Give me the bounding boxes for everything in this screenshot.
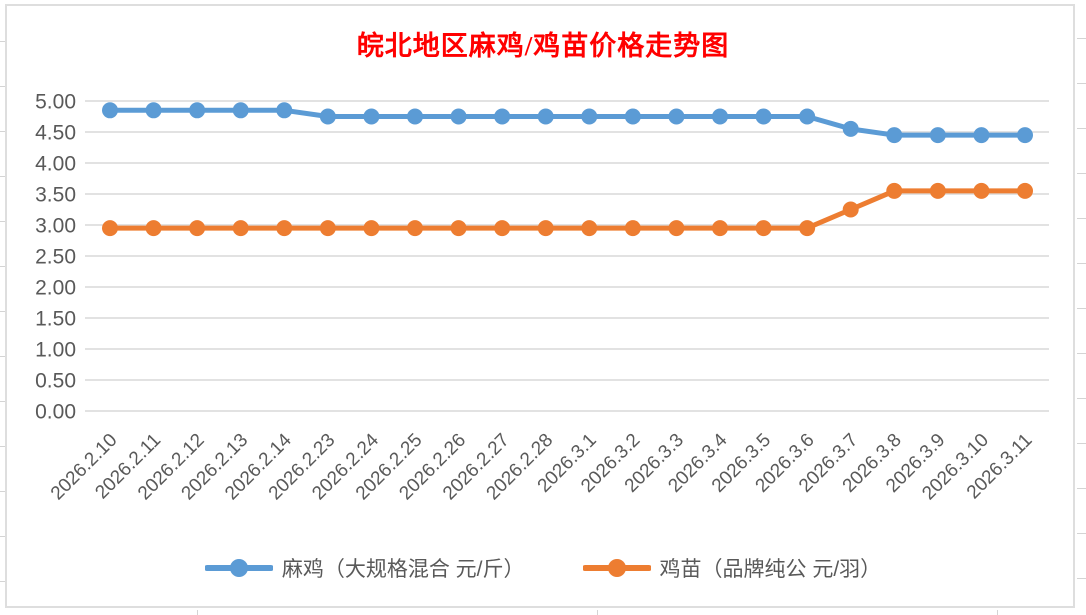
data-point-marker: [537, 108, 554, 125]
spreadsheet-gridline-stub: [1077, 38, 1086, 39]
data-point-marker: [363, 220, 380, 237]
y-axis-tick-label: 2.50: [35, 245, 76, 268]
data-point-marker: [319, 108, 336, 125]
y-axis-tick-label: 3.50: [35, 183, 76, 206]
legend-label: 麻鸡（大规格混合 元/斤）: [281, 558, 525, 581]
data-point-marker: [494, 220, 511, 237]
spreadsheet-gridline-stub: [0, 41, 5, 42]
data-point-marker: [755, 108, 772, 125]
spreadsheet-gridline-stub: [0, 581, 5, 582]
data-point-marker: [624, 220, 641, 237]
y-axis-tick-label: 5.00: [35, 90, 76, 113]
data-point-marker: [494, 108, 511, 125]
spreadsheet-gridline-stub: [1077, 308, 1086, 309]
legend-label: 鸡苗（品牌纯公 元/羽）: [659, 558, 882, 581]
data-point-marker: [1017, 182, 1033, 199]
spreadsheet-gridline-stub: [197, 610, 198, 615]
data-point-marker: [799, 108, 816, 125]
spreadsheet-gridline-stub: [1077, 398, 1086, 399]
spreadsheet-gridline-stub: [1077, 533, 1086, 534]
data-point-marker: [886, 182, 903, 199]
legend-item-series-1[interactable]: 鸡苗（品牌纯公 元/羽）: [582, 553, 882, 583]
spreadsheet-gridline-stub: [0, 491, 5, 492]
legend-item-series-0[interactable]: 麻鸡（大规格混合 元/斤）: [204, 553, 525, 583]
data-point-marker: [973, 182, 990, 199]
legend-line-marker-icon: [582, 559, 651, 577]
spreadsheet-gridline-stub: [597, 610, 598, 615]
y-axis-tick-label: 3.00: [35, 214, 76, 237]
data-point-marker: [407, 108, 423, 125]
y-axis-tick-label: 4.00: [35, 152, 76, 175]
spreadsheet-gridline-stub: [1077, 128, 1086, 129]
data-point-marker: [799, 220, 816, 237]
data-point-marker: [407, 220, 423, 237]
data-point-marker: [886, 127, 903, 144]
legend-line-marker-icon: [204, 559, 273, 577]
data-point-marker: [842, 120, 859, 137]
y-axis-tick-label: 2.00: [35, 276, 76, 299]
data-point-marker: [668, 220, 685, 237]
spreadsheet-gridline-stub: [0, 131, 5, 132]
data-point-marker: [537, 220, 554, 237]
data-point-marker: [232, 102, 249, 119]
data-point-marker: [450, 220, 467, 237]
spreadsheet-gridline-stub: [0, 86, 5, 87]
spreadsheet-gridline-stub: [997, 610, 998, 615]
data-point-marker: [581, 220, 598, 237]
spreadsheet-gridline-stub: [1077, 578, 1086, 579]
data-point-marker: [712, 108, 728, 125]
chart-object-frame[interactable]: [5, 4, 1075, 608]
spreadsheet-gridline-stub: [1077, 263, 1086, 264]
data-point-marker: [842, 201, 859, 218]
data-point-marker: [189, 220, 206, 237]
spreadsheet-gridline-stub: [1077, 218, 1086, 219]
data-point-marker: [276, 102, 293, 119]
data-point-marker: [145, 220, 162, 237]
spreadsheet-gridline-stub: [1077, 83, 1086, 84]
series-line: [107, 107, 1028, 138]
data-point-marker: [276, 220, 293, 237]
data-point-marker: [145, 102, 162, 119]
spreadsheet-gridline-stub: [0, 446, 5, 447]
data-point-marker: [450, 108, 467, 125]
spreadsheet-gridline-stub: [0, 536, 5, 537]
data-point-marker: [232, 220, 249, 237]
y-axis-tick-label: 4.50: [35, 121, 76, 144]
spreadsheet-gridline-stub: [1077, 353, 1086, 354]
series-line: [107, 188, 1028, 231]
data-point-marker: [929, 182, 946, 199]
y-axis-tick-label: 0.00: [35, 400, 76, 423]
chart-title: 皖北地区麻鸡/鸡苗价格走势图: [356, 31, 730, 61]
spreadsheet-gridline-stub: [0, 176, 5, 177]
chart-legend: 麻鸡（大规格混合 元/斤） 鸡苗（品牌纯公 元/羽）: [0, 549, 1086, 587]
spreadsheet-gridline-stub: [1077, 488, 1086, 489]
spreadsheet-gridline-stub: [0, 266, 5, 267]
spreadsheet-gridline-stub: [0, 221, 5, 222]
data-point-marker: [1017, 127, 1033, 144]
data-point-marker: [102, 220, 118, 237]
data-point-marker: [102, 102, 118, 119]
spreadsheet-gridline-stub: [0, 311, 5, 312]
data-point-marker: [929, 127, 946, 144]
y-axis-tick-label: 1.00: [35, 338, 76, 361]
spreadsheet-gridline-stub: [1077, 443, 1086, 444]
data-point-marker: [973, 127, 990, 144]
data-point-marker: [712, 220, 728, 237]
data-point-marker: [624, 108, 641, 125]
spreadsheet-gridline-stub: [0, 401, 5, 402]
y-axis-tick-label: 0.50: [35, 369, 76, 392]
data-point-marker: [755, 220, 772, 237]
data-point-marker: [363, 108, 380, 125]
data-point-marker: [581, 108, 598, 125]
spreadsheet-gridline-stub: [0, 356, 5, 357]
y-axis-tick-label: 1.50: [35, 307, 76, 330]
data-point-marker: [668, 108, 685, 125]
data-point-marker: [319, 220, 336, 237]
spreadsheet-gridline-stub: [1077, 173, 1086, 174]
data-point-marker: [189, 102, 206, 119]
